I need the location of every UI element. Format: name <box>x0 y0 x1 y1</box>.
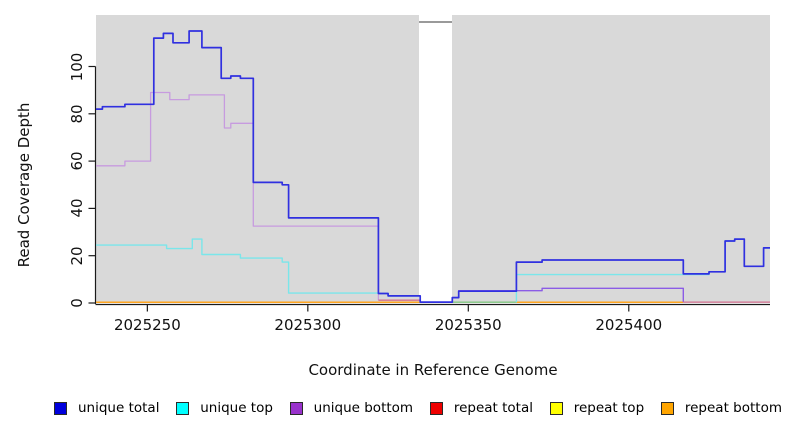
x-tick-label: 2025400 <box>595 316 663 334</box>
legend-swatch-icon <box>176 401 190 415</box>
coverage-gap-band-cap <box>419 21 452 23</box>
legend-label: unique bottom <box>313 400 414 416</box>
unique-top-line <box>515 238 770 303</box>
legend-swatch-icon <box>429 401 443 415</box>
chart-legend: unique total unique top unique bottom repea… <box>54 396 782 420</box>
coverage-gap-band <box>419 15 452 303</box>
y-axis-title: Read Coverage Depth <box>15 102 33 268</box>
legend-item-repeat-total: repeat total <box>429 400 533 416</box>
x-tick-label: 2025300 <box>274 316 342 334</box>
legend-label: repeat total <box>453 400 533 416</box>
unique-bottom-line <box>96 91 380 301</box>
legend-swatch-icon <box>549 401 563 415</box>
legend-swatch-icon <box>660 401 674 415</box>
legend-swatch-icon <box>54 401 67 415</box>
legend-item-unique-total: unique total <box>54 400 159 416</box>
unique-total-line <box>96 30 770 303</box>
legend-item-unique-top: unique top <box>176 400 273 416</box>
y-tick-label: 100 <box>68 52 86 81</box>
legend-label: repeat bottom <box>684 400 782 416</box>
legend-swatch-icon <box>289 401 303 415</box>
x-axis-title: Coordinate in Reference Genome <box>308 361 558 379</box>
legend-item-unique-bottom: unique bottom <box>289 400 414 416</box>
unique-top-line <box>96 238 421 303</box>
legend-label: unique total <box>78 400 160 416</box>
legend-label: unique top <box>200 400 273 416</box>
legend-item-repeat-bottom: repeat bottom <box>660 400 782 416</box>
legend-item-repeat-top: repeat top <box>549 400 645 416</box>
legend-label: repeat top <box>573 400 645 416</box>
x-tick-label: 2025250 <box>113 316 181 334</box>
x-tick-label: 2025350 <box>434 316 502 334</box>
